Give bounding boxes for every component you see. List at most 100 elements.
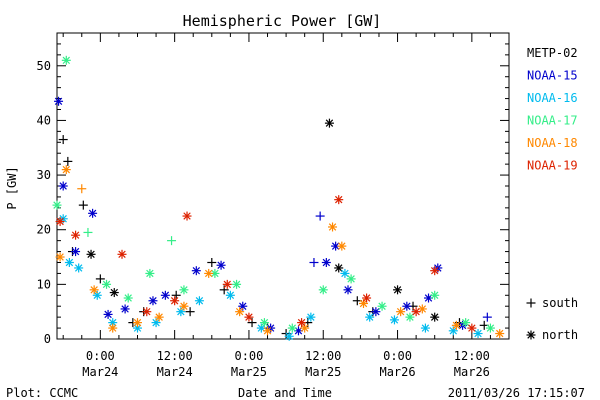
data-point <box>473 329 483 339</box>
data-point <box>191 266 201 276</box>
x-tick-time: 0:00 <box>86 349 115 363</box>
data-point <box>160 290 170 300</box>
data-point <box>89 285 99 295</box>
data-point <box>420 323 430 333</box>
data-point <box>54 96 64 106</box>
data-point <box>259 318 269 328</box>
y-tick: 40 <box>37 113 509 127</box>
legend-symbol-label: north <box>542 328 578 342</box>
data-point <box>222 279 232 289</box>
x-tick-date: Mar26 <box>379 365 415 379</box>
data-point <box>365 312 375 322</box>
data-point <box>185 307 195 317</box>
data-point <box>318 285 328 295</box>
data-point <box>52 200 62 210</box>
data-point <box>430 312 440 322</box>
data-point <box>393 285 403 295</box>
series-metp-02 <box>58 118 489 339</box>
y-tick: 10 <box>37 277 509 291</box>
data-point <box>71 247 81 257</box>
data-point <box>171 290 181 300</box>
series-noaa-15 <box>54 96 492 336</box>
data-point <box>284 331 294 341</box>
x-tick-time: 12:00 <box>157 349 193 363</box>
data-point <box>83 227 93 237</box>
legend-entry: NOAA-18 <box>527 136 578 150</box>
data-point <box>430 290 440 300</box>
legend: METP-02 NOAA-15 NOAA-16 NOAA-17 NOAA-18 NOAA-… <box>526 46 578 342</box>
data-point <box>120 304 130 314</box>
data-point <box>371 307 381 317</box>
data-point <box>71 230 81 240</box>
data-point <box>396 307 406 317</box>
data-point <box>194 296 204 306</box>
data-point <box>63 156 73 166</box>
series-noaa-18 <box>55 165 505 339</box>
data-point <box>225 290 235 300</box>
data-point <box>467 323 477 333</box>
data-point <box>108 323 118 333</box>
data-point <box>482 312 492 322</box>
data-point <box>154 312 164 322</box>
data-point <box>179 301 189 311</box>
data-point <box>495 329 505 339</box>
data-points <box>52 55 505 341</box>
data-point <box>389 315 399 325</box>
data-point <box>485 323 495 333</box>
data-point <box>148 296 158 306</box>
data-point <box>287 323 297 333</box>
x-tick-time: 0:00 <box>383 349 412 363</box>
y-tick-label: 20 <box>37 223 51 237</box>
data-point <box>343 285 353 295</box>
data-point <box>204 268 214 278</box>
data-point <box>306 312 316 322</box>
data-point <box>362 293 372 303</box>
x-tick: 0:00 Mar25 <box>231 33 267 379</box>
data-point <box>210 268 220 278</box>
data-point <box>405 312 415 322</box>
data-point <box>132 323 142 333</box>
legend-entry: NOAA-15 <box>527 69 578 83</box>
y-tick-label: 30 <box>37 168 51 182</box>
data-point <box>315 211 325 221</box>
y-tick-label: 40 <box>37 113 51 127</box>
x-tick-date: Mar26 <box>454 365 490 379</box>
x-tick-date: Mar24 <box>82 365 118 379</box>
plot-credit: Plot: CCMC <box>6 386 78 400</box>
data-point <box>58 135 68 145</box>
data-point <box>207 258 217 267</box>
data-point <box>324 118 334 128</box>
legend-entry: NOAA-17 <box>527 114 578 128</box>
data-point <box>77 184 87 194</box>
data-point <box>232 279 242 289</box>
data-point <box>337 241 347 251</box>
x-tick-time: 0:00 <box>234 349 263 363</box>
x-tick: 0:00 Mar24 <box>82 33 118 379</box>
data-point <box>102 279 112 289</box>
x-tick-date: Mar25 <box>231 365 267 379</box>
data-point <box>334 195 344 205</box>
data-point <box>411 307 421 317</box>
data-point <box>182 211 192 221</box>
data-point <box>309 258 319 267</box>
data-point <box>88 208 98 218</box>
data-point <box>402 301 412 311</box>
series-noaa-16 <box>58 214 483 341</box>
data-point <box>55 252 65 262</box>
data-point <box>358 298 368 308</box>
data-point <box>334 263 344 273</box>
x-axis-label: Date and Time <box>238 386 332 400</box>
x-tick-date: Mar24 <box>157 365 193 379</box>
y-tick: 20 <box>37 223 509 237</box>
data-point <box>346 274 356 284</box>
legend-entry: METP-02 <box>527 46 578 60</box>
data-point <box>244 312 254 322</box>
y-tick: 0 <box>44 332 509 346</box>
data-point <box>123 293 133 303</box>
data-point <box>61 55 71 65</box>
y-axis-ticks: 0 10 20 30 40 50 <box>37 32 509 346</box>
plot-frame <box>56 32 510 340</box>
x-tick-time: 12:00 <box>305 349 341 363</box>
legend-symbol-north <box>526 330 536 340</box>
data-point <box>78 200 88 210</box>
